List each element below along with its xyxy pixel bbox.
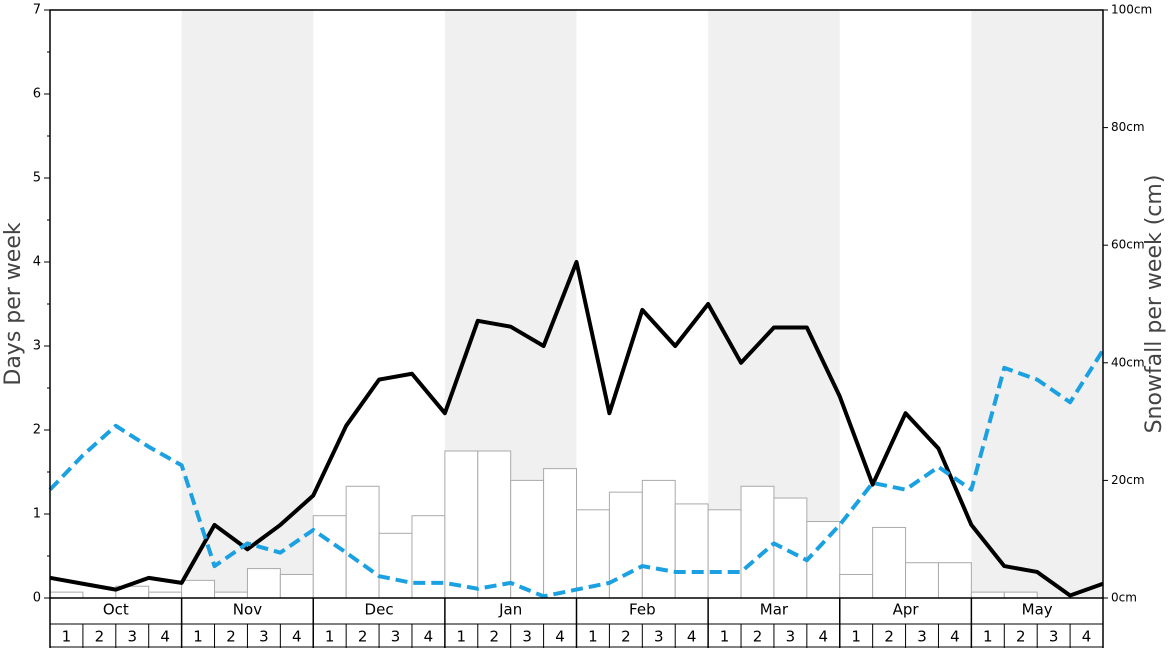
week-label: 2 <box>1016 628 1026 646</box>
bar <box>444 450 479 599</box>
bar <box>148 591 183 599</box>
week-label: 3 <box>654 628 664 646</box>
bar <box>49 591 84 599</box>
bar <box>707 509 742 599</box>
month-label: Oct <box>103 601 129 619</box>
week-label: 2 <box>621 628 631 646</box>
week-label: 1 <box>457 628 467 646</box>
week-label: 1 <box>983 628 993 646</box>
y-tick-label: 6 <box>33 87 41 102</box>
week-label: 3 <box>127 628 137 646</box>
bar <box>378 532 413 599</box>
week-label: 1 <box>588 628 598 646</box>
bar <box>937 562 972 599</box>
week-label: 2 <box>753 628 763 646</box>
y-tick-label: 2 <box>33 423 41 438</box>
bar <box>970 591 1005 599</box>
bar <box>839 573 874 599</box>
bar <box>674 503 709 599</box>
bar <box>279 573 314 599</box>
bar <box>872 526 907 599</box>
bar <box>345 485 380 599</box>
y2-tick-label: 60cm <box>1111 238 1145 252</box>
bar <box>1003 591 1038 599</box>
month-label: Mar <box>760 601 789 619</box>
y2-tick-label: 0cm <box>1111 591 1137 605</box>
week-label: 1 <box>325 628 335 646</box>
week-label: 4 <box>819 628 829 646</box>
week-label: 4 <box>160 628 170 646</box>
week-label: 3 <box>522 628 532 646</box>
week-label: 4 <box>1082 628 1092 646</box>
y2-tick-label: 20cm <box>1111 473 1145 487</box>
week-label: 3 <box>917 628 927 646</box>
month-label: Feb <box>629 601 656 619</box>
month-shade <box>181 10 314 598</box>
week-label: 3 <box>259 628 269 646</box>
week-label: 1 <box>851 628 861 646</box>
bar <box>905 562 939 599</box>
bar <box>411 515 446 599</box>
week-label: 3 <box>786 628 796 646</box>
week-label: 4 <box>687 628 697 646</box>
week-label: 2 <box>226 628 236 646</box>
month-label: May <box>1022 601 1053 619</box>
month-label: Apr <box>893 601 920 619</box>
week-label: 4 <box>292 628 302 646</box>
bar <box>510 479 545 599</box>
y2-tick-label: 40cm <box>1111 355 1145 369</box>
bar <box>740 485 775 599</box>
y-tick-label: 7 <box>33 3 41 18</box>
bar <box>312 515 347 599</box>
line <box>48 349 1105 599</box>
month-label: Dec <box>365 601 394 619</box>
bar <box>246 568 281 599</box>
week-label: 1 <box>193 628 203 646</box>
line <box>49 260 1104 598</box>
week-label: 2 <box>95 628 105 646</box>
y-tick-label: 0 <box>33 591 41 606</box>
week-label: 4 <box>950 628 960 646</box>
week-label: 2 <box>358 628 368 646</box>
bar <box>181 579 216 599</box>
week-label: 3 <box>1049 628 1059 646</box>
y-axis-label: Days per week <box>1 222 26 385</box>
bar <box>477 450 512 599</box>
week-label: 4 <box>424 628 434 646</box>
y-tick-label: 4 <box>33 255 41 270</box>
week-label: 2 <box>489 628 499 646</box>
y2-axis-label: Snowfall per week (cm) <box>1142 175 1167 434</box>
bar <box>641 479 676 599</box>
week-label: 1 <box>720 628 730 646</box>
month-label: Jan <box>498 601 522 619</box>
y2-tick-label: 80cm <box>1111 120 1145 134</box>
bar <box>214 591 248 599</box>
y-tick-label: 5 <box>33 171 41 186</box>
week-label: 1 <box>62 628 72 646</box>
y2-tick-label: 100cm <box>1111 3 1152 17</box>
week-label: 3 <box>391 628 401 646</box>
week-label: 2 <box>884 628 894 646</box>
bar <box>543 468 577 599</box>
week-label: 4 <box>555 628 565 646</box>
month-shade <box>971 10 1103 598</box>
y-tick-label: 1 <box>33 507 41 522</box>
month-label: Nov <box>233 601 262 619</box>
y-tick-label: 3 <box>33 339 41 354</box>
